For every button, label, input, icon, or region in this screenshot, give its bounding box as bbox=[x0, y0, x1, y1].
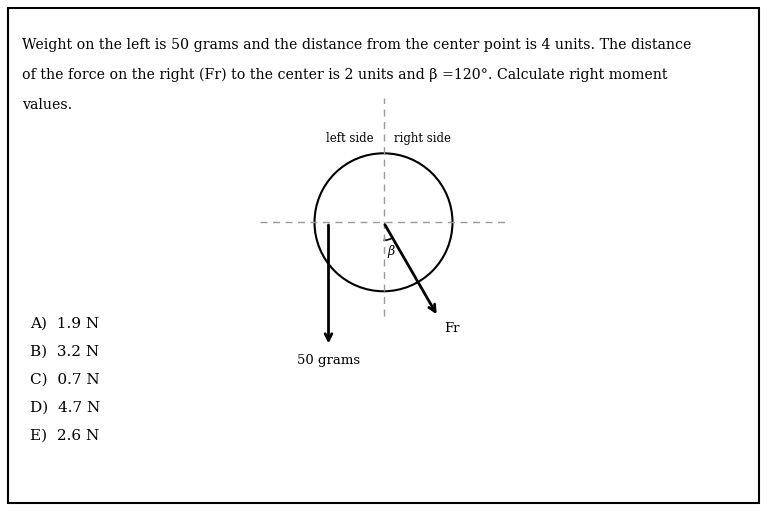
Text: of the force on the right (Fr) to the center is 2 units and β =120°. Calculate r: of the force on the right (Fr) to the ce… bbox=[22, 68, 667, 82]
Text: 50 grams: 50 grams bbox=[297, 354, 360, 367]
Text: left side: left side bbox=[326, 132, 374, 145]
Text: values.: values. bbox=[22, 98, 72, 112]
Text: C)  0.7 N: C) 0.7 N bbox=[30, 373, 100, 387]
Text: B)  3.2 N: B) 3.2 N bbox=[30, 345, 99, 359]
Text: E)  2.6 N: E) 2.6 N bbox=[30, 429, 99, 443]
Text: A)  1.9 N: A) 1.9 N bbox=[30, 317, 99, 331]
Text: β: β bbox=[387, 245, 395, 258]
Text: right side: right side bbox=[393, 132, 450, 145]
Text: Fr: Fr bbox=[444, 321, 459, 335]
Text: D)  4.7 N: D) 4.7 N bbox=[30, 401, 100, 415]
Text: Weight on the left is 50 grams and the distance from the center point is 4 units: Weight on the left is 50 grams and the d… bbox=[22, 38, 691, 52]
